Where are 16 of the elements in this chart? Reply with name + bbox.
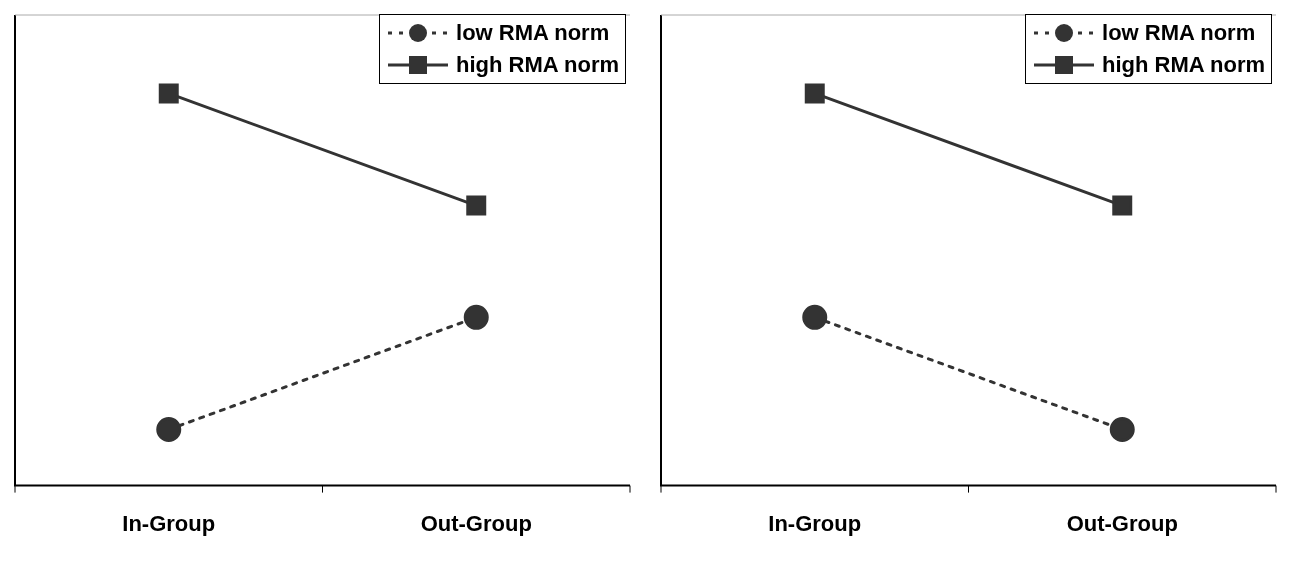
legend-label: high RMA norm <box>456 52 619 78</box>
x-tick-label: Out-Group <box>1066 510 1178 536</box>
point <box>802 304 828 330</box>
point <box>466 195 487 216</box>
point <box>158 83 179 104</box>
point <box>1112 195 1133 216</box>
legend-label: low RMA norm <box>1102 20 1256 46</box>
x-tick-label: In-Group <box>122 510 216 536</box>
legend-label: high RMA norm <box>1102 52 1265 78</box>
point <box>804 83 825 104</box>
point <box>1109 417 1135 443</box>
legend-label: low RMA norm <box>456 20 610 46</box>
point <box>156 417 182 443</box>
point <box>463 304 489 330</box>
x-tick-label: In-Group <box>768 510 862 536</box>
x-tick-label: Out-Group <box>420 510 532 536</box>
